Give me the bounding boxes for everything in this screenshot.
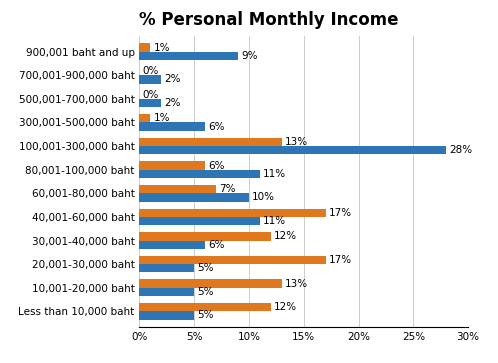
- Text: 6%: 6%: [209, 160, 225, 171]
- Bar: [139, 99, 161, 107]
- Text: 5%: 5%: [198, 263, 214, 273]
- Bar: [139, 303, 271, 311]
- Bar: [139, 193, 249, 201]
- Text: 28%: 28%: [450, 145, 473, 155]
- Text: 12%: 12%: [274, 231, 297, 241]
- Text: 1%: 1%: [154, 113, 170, 123]
- Text: 13%: 13%: [285, 137, 308, 147]
- Text: 1%: 1%: [154, 42, 170, 53]
- Text: 13%: 13%: [285, 279, 308, 289]
- Bar: [139, 114, 150, 122]
- Bar: [139, 241, 205, 249]
- Bar: [139, 122, 205, 131]
- Text: 17%: 17%: [329, 208, 352, 218]
- Bar: [139, 44, 150, 52]
- Bar: [139, 280, 282, 288]
- Text: 5%: 5%: [198, 310, 214, 321]
- Bar: [139, 75, 161, 83]
- Bar: [139, 209, 326, 217]
- Text: 12%: 12%: [274, 302, 297, 312]
- Bar: [139, 52, 238, 60]
- Text: 0%: 0%: [143, 66, 159, 76]
- Text: 10%: 10%: [252, 192, 275, 203]
- Text: % Personal Monthly Income: % Personal Monthly Income: [139, 11, 399, 29]
- Text: 2%: 2%: [165, 98, 181, 108]
- Text: 17%: 17%: [329, 255, 352, 265]
- Text: 0%: 0%: [143, 90, 159, 100]
- Bar: [139, 264, 194, 272]
- Bar: [139, 311, 194, 319]
- Text: 11%: 11%: [263, 216, 286, 226]
- Bar: [139, 170, 260, 178]
- Bar: [139, 288, 194, 296]
- Bar: [139, 217, 260, 225]
- Bar: [139, 256, 326, 264]
- Text: 11%: 11%: [263, 169, 286, 179]
- Bar: [139, 162, 205, 170]
- Text: 9%: 9%: [242, 51, 258, 61]
- Text: 6%: 6%: [209, 240, 225, 250]
- Bar: [139, 146, 446, 154]
- Text: 5%: 5%: [198, 287, 214, 297]
- Text: 7%: 7%: [220, 184, 236, 194]
- Bar: [139, 138, 282, 146]
- Bar: [139, 232, 271, 241]
- Text: 6%: 6%: [209, 122, 225, 132]
- Bar: [139, 185, 216, 193]
- Text: 2%: 2%: [165, 74, 181, 84]
